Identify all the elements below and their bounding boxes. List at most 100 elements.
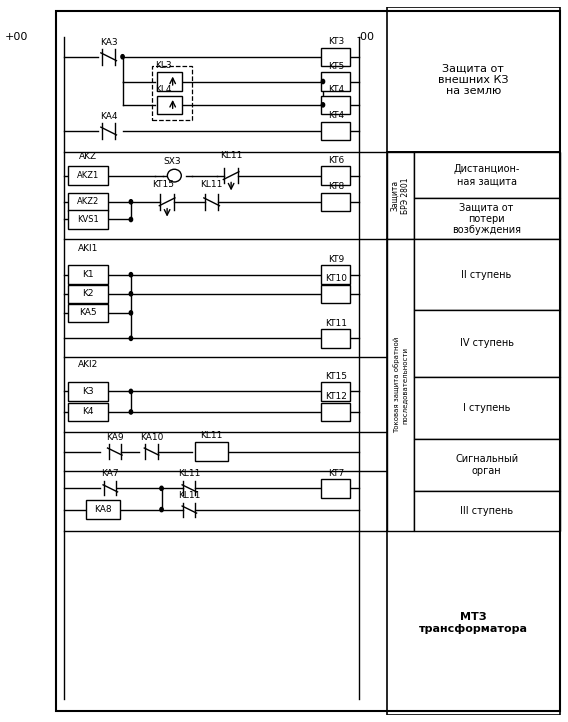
Text: AKZ2: AKZ2 [77,197,99,206]
Text: KA10: KA10 [140,432,163,442]
Text: K2: K2 [82,290,94,298]
Text: Сигнальный
орган: Сигнальный орган [455,454,518,476]
Circle shape [130,410,132,414]
Bar [152,66,192,121]
Text: I ступень: I ступень [463,403,510,413]
Circle shape [130,292,132,296]
Text: KT11: KT11 [325,318,347,328]
Bar [414,199,559,239]
Bar [86,500,120,519]
Bar [321,48,350,66]
Circle shape [130,217,132,222]
Circle shape [130,336,132,341]
Circle shape [160,508,163,512]
Text: KL11: KL11 [201,431,223,440]
Bar [68,382,108,401]
Text: KL11: KL11 [201,180,223,189]
Circle shape [130,389,132,393]
Circle shape [130,310,132,315]
Text: AKZ: AKZ [79,152,97,162]
Bar [414,310,559,377]
Bar [321,403,350,421]
Bar [321,72,350,91]
Text: III ступень: III ступень [460,506,513,516]
Text: KT15: KT15 [325,372,347,380]
Circle shape [321,79,325,84]
Text: KT3: KT3 [328,37,344,46]
Text: KL11: KL11 [178,491,201,500]
Text: KA3: KA3 [100,38,118,47]
Text: K4: K4 [82,407,94,417]
Bar [387,7,559,152]
Text: МТЗ
трансформатора: МТЗ трансформатора [419,612,528,634]
Text: KA9: KA9 [106,432,124,442]
Text: KT4: KT4 [328,85,344,95]
Text: KT4: KT4 [328,111,344,121]
Text: AKZ1: AKZ1 [77,171,99,180]
Bar [68,166,108,185]
Text: KA8: KA8 [94,505,112,514]
Bar [387,239,559,531]
Text: KT5: KT5 [328,62,344,71]
Bar [387,152,414,239]
Bar [157,95,182,114]
Bar [414,152,559,199]
Bar [414,491,559,531]
Text: KL11: KL11 [220,151,243,160]
Ellipse shape [168,169,181,182]
Text: IV ступень: IV ступень [460,339,513,348]
Text: K3: K3 [82,387,94,396]
Circle shape [130,273,132,277]
Bar [414,439,559,491]
Bar [321,479,350,497]
Text: KA7: KA7 [102,469,119,479]
Bar [414,377,559,439]
Text: KT9: KT9 [328,255,344,264]
Bar [68,266,108,284]
Bar [321,193,350,211]
Text: KT12: KT12 [325,392,346,401]
Text: -00: -00 [357,32,375,42]
Text: AKI2: AKI2 [78,360,98,370]
Bar [68,193,108,211]
Text: KL3: KL3 [156,61,172,70]
Bar [321,329,350,347]
Circle shape [160,486,163,490]
Bar [321,382,350,401]
Text: KVS1: KVS1 [77,215,99,224]
Text: KT10: KT10 [325,274,347,283]
Text: Защита от
внешних КЗ
на землю: Защита от внешних КЗ на землю [438,63,508,96]
Text: Дистанцион-
ная защита: Дистанцион- ная защита [453,165,520,186]
Bar [68,210,108,229]
Text: Токовая защита обратной
последовательности: Токовая защита обратной последовательнос… [394,337,407,433]
Text: KT6: KT6 [328,156,344,165]
Text: II ступень: II ступень [461,270,512,279]
Text: KT8: KT8 [328,182,344,191]
Bar [68,284,108,303]
Text: KT7: KT7 [328,469,344,478]
Bar [321,95,350,114]
Bar [387,239,414,531]
Text: AKI1: AKI1 [78,244,98,253]
Bar [321,166,350,185]
Text: +00: +00 [5,32,28,42]
Bar [414,239,559,310]
Circle shape [130,200,132,204]
Bar [321,122,350,140]
Bar [321,266,350,284]
Bar [321,284,350,303]
Text: SX3: SX3 [164,157,182,166]
Text: KL11: KL11 [178,469,201,479]
Text: Защита
БРЭ 2801: Защита БРЭ 2801 [391,178,410,214]
Bar [387,531,559,715]
Text: KA5: KA5 [80,308,97,318]
Bar [68,403,108,421]
Bar [68,304,108,322]
Text: KT15: KT15 [152,180,174,189]
Bar [157,72,182,91]
Bar [195,443,228,461]
Text: K1: K1 [82,270,94,279]
Text: KA4: KA4 [100,112,118,121]
Circle shape [121,55,124,59]
Bar [387,152,559,239]
